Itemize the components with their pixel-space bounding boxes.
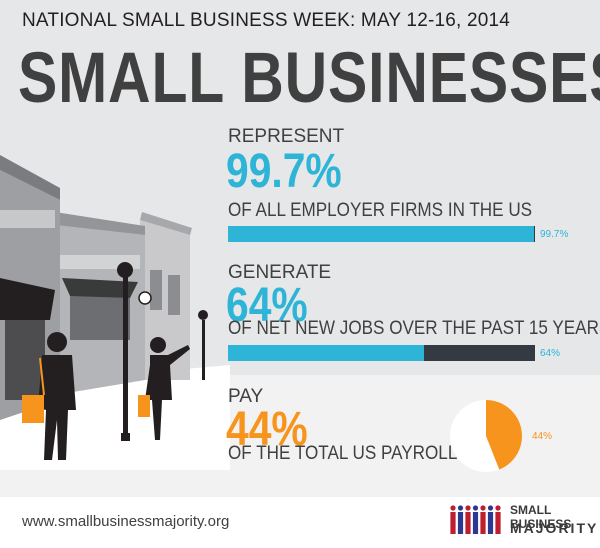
storefront-street-illustration	[0, 155, 230, 470]
stat-payroll-description: OF THE TOTAL US PAYROLL	[228, 443, 458, 464]
stat-payroll-verb: PAY	[228, 386, 264, 407]
logo-person-body	[472, 512, 479, 534]
payroll-pie	[450, 400, 522, 472]
stat-jobs-verb: GENERATE	[228, 262, 332, 283]
logo-person-head	[495, 505, 501, 511]
logo-person-body	[465, 512, 471, 534]
employer-bar-track	[228, 226, 535, 242]
logo-person-head	[480, 505, 486, 511]
logo-person-body	[487, 512, 494, 534]
stat-payroll-value: 44%	[226, 403, 308, 456]
website-url[interactable]: www.smallbusinessmajority.org	[22, 513, 230, 530]
stat-employer-verb: REPRESENT	[228, 126, 345, 147]
page-title: SMALL BUSINESSES	[18, 39, 600, 118]
jobs-bar-label: 64%	[540, 348, 561, 359]
logo-person-head	[457, 505, 464, 511]
logo-person-body	[495, 512, 501, 534]
logo-person-head	[450, 505, 456, 511]
jobs-bar-fill	[228, 345, 425, 361]
employer-bar-label: 99.7%	[540, 229, 569, 240]
stat-jobs-value: 64%	[226, 279, 308, 332]
stat-employer-value: 99.7%	[226, 145, 342, 198]
logo-person-body	[457, 512, 464, 534]
stat-jobs-description: OF NET NEW JOBS OVER THE PAST 15 YEARS	[228, 318, 600, 339]
employer-bar-fill	[228, 226, 535, 242]
logo-person-head	[487, 505, 494, 511]
jobs-bar-track	[228, 345, 535, 361]
logo-person-body	[480, 512, 486, 534]
logo-person-head	[472, 505, 479, 511]
pie-slice	[486, 400, 522, 470]
logo-person-head	[465, 505, 471, 511]
logo-line-2: MAJORITY	[510, 520, 599, 536]
people-grid-icon	[450, 505, 501, 534]
logo-line-1: SMALL BUSINESS	[510, 503, 572, 531]
payroll-pie-label: 44%	[532, 431, 553, 442]
event-heading: NATIONAL SMALL BUSINESS WEEK: MAY 12-16,…	[22, 10, 511, 31]
stat-employer-description: OF ALL EMPLOYER FIRMS IN THE US	[228, 200, 533, 221]
logo-person-body	[450, 512, 456, 534]
